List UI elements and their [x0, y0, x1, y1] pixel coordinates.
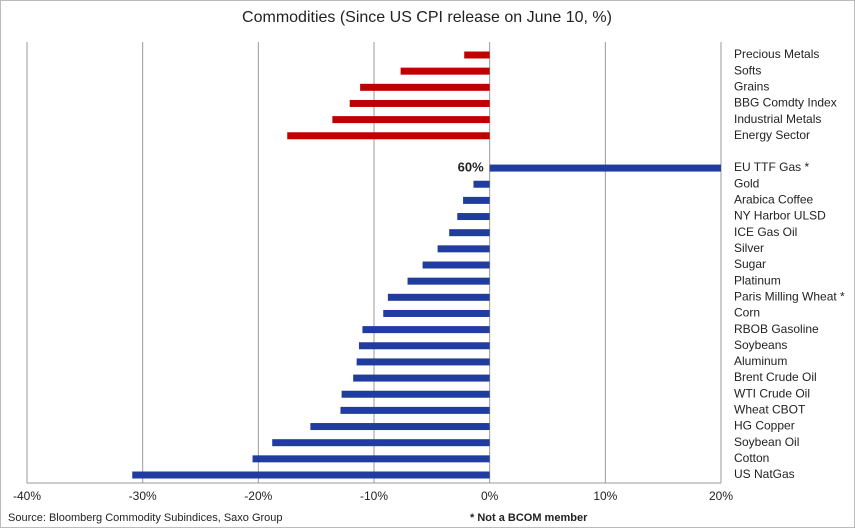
- y-tick-label: Softs: [734, 63, 761, 77]
- bar: [449, 229, 490, 237]
- bar: [464, 51, 490, 59]
- bar: [340, 406, 490, 414]
- x-tick-label: -20%: [244, 489, 272, 503]
- y-tick-label: HG Copper: [734, 419, 795, 433]
- bar: [489, 164, 721, 172]
- bar: [422, 261, 490, 269]
- y-tick-label: Grains: [734, 79, 769, 93]
- y-tick-label: EU TTF Gas *: [734, 160, 809, 174]
- y-tick-label: RBOB Gasoline: [734, 322, 819, 336]
- bar: [353, 374, 490, 382]
- bar: [287, 132, 490, 140]
- y-tick-label: Cotton: [734, 451, 769, 465]
- bar: [407, 277, 490, 285]
- bar: [356, 358, 490, 366]
- y-tick-label: Wheat CBOT: [734, 403, 806, 417]
- y-tick-label: Soybean Oil: [734, 435, 799, 449]
- bar: [349, 99, 490, 107]
- bar: [457, 213, 490, 221]
- x-tick-label: -40%: [13, 489, 41, 503]
- bar: [473, 180, 490, 188]
- y-tick-label: BBG Comdty Index: [734, 96, 837, 110]
- chart-title: Commodities (Since US CPI release on Jun…: [242, 9, 612, 26]
- bar: [360, 83, 490, 91]
- y-tick-label: Soybeans: [734, 338, 787, 352]
- y-tick-label: ICE Gas Oil: [734, 225, 797, 239]
- y-tick-label: Brent Crude Oil: [734, 370, 817, 384]
- bar: [310, 423, 490, 431]
- bar: [341, 390, 490, 398]
- x-tick-label: 10%: [593, 489, 617, 503]
- x-tick-label: 20%: [709, 489, 733, 503]
- y-tick-label: Corn: [734, 306, 760, 320]
- y-tick-label: US NatGas: [734, 467, 795, 481]
- y-tick-label: Energy Sector: [734, 128, 810, 142]
- bar: [362, 326, 490, 334]
- bar: [437, 245, 490, 253]
- bar: [358, 342, 490, 350]
- y-tick-label: Precious Metals: [734, 47, 819, 61]
- bar: [400, 67, 490, 75]
- y-tick-label: Paris Milling Wheat *: [734, 289, 845, 303]
- bar: [463, 196, 490, 204]
- bar: [387, 293, 490, 301]
- y-tick-label: Industrial Metals: [734, 112, 821, 126]
- bar: [272, 439, 490, 447]
- y-tick-label: Gold: [734, 176, 759, 190]
- x-tick-label: -30%: [129, 489, 157, 503]
- y-tick-label: Platinum: [734, 273, 781, 287]
- bar: [132, 471, 490, 479]
- bar: [332, 116, 490, 124]
- bar: [252, 455, 490, 463]
- footnote: * Not a BCOM member: [470, 512, 588, 524]
- y-tick-label: NY Harbor ULSD: [734, 209, 826, 223]
- x-tick-label: 0%: [481, 489, 499, 503]
- y-tick-label: Aluminum: [734, 354, 787, 368]
- data-label: 60%: [458, 160, 484, 175]
- y-tick-label: WTI Crude Oil: [734, 386, 810, 400]
- y-tick-label: Sugar: [734, 257, 766, 271]
- source: Source: Bloomberg Commodity Subindices, …: [8, 512, 283, 524]
- bar: [383, 309, 490, 317]
- x-tick-label: -10%: [360, 489, 388, 503]
- y-tick-label: Silver: [734, 241, 764, 255]
- y-tick-label: Arabica Coffee: [734, 193, 813, 207]
